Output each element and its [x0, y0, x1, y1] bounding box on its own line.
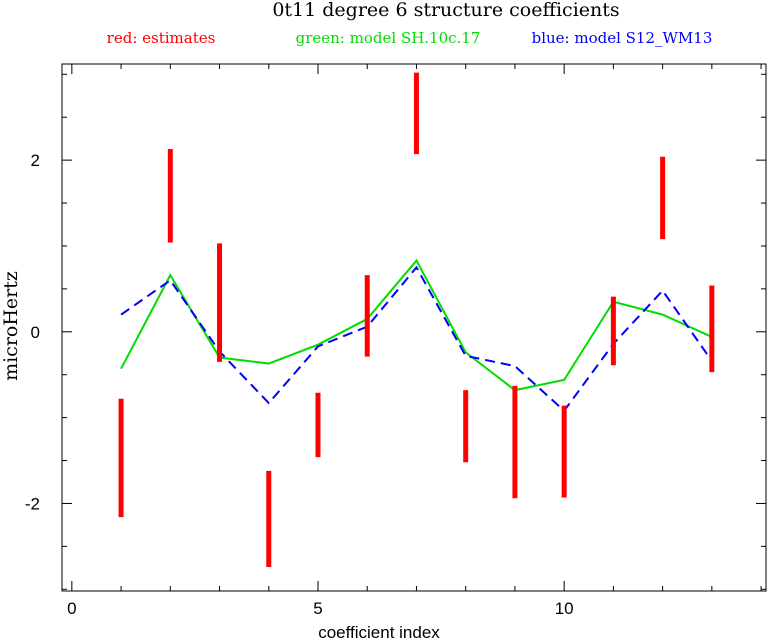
series-line-model-sh-10c-17: [120, 258, 713, 392]
x-tick-label: 10: [555, 599, 574, 618]
y-axis-label: microHertz: [0, 271, 22, 381]
x-tick-label: 0: [67, 599, 76, 618]
estimate-bars: [118, 72, 715, 567]
chart-title: 0t11 degree 6 structure coefficients: [272, 0, 619, 21]
plot-frame: [61, 63, 767, 592]
legend-entry-model-s12: blue: model S12_WM13: [532, 29, 713, 47]
series-line-model-s12-wm13: [120, 265, 713, 413]
y-tick-label: 2: [31, 151, 40, 170]
series-lines: [120, 258, 713, 413]
y-tick-label: -2: [25, 494, 40, 513]
y-tick-label: 0: [31, 323, 40, 342]
tick-labels: 0 5 10 -2 0 2: [25, 151, 574, 618]
axis-ticks: [62, 64, 766, 591]
legend-entry-estimates: red: estimates: [107, 29, 216, 47]
x-axis-label: coefficient index: [318, 623, 440, 641]
legend-entry-model-sh: green: model SH.10c.17: [296, 29, 481, 47]
x-tick-label: 5: [313, 599, 322, 618]
